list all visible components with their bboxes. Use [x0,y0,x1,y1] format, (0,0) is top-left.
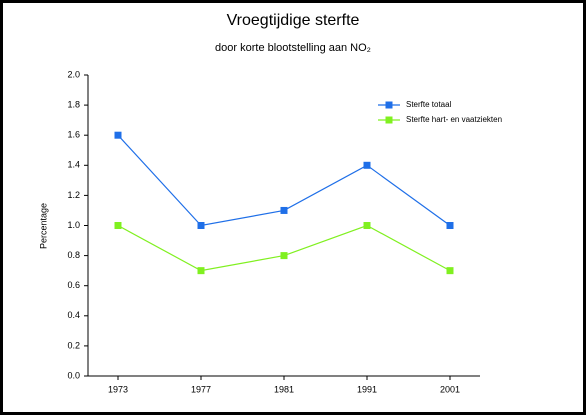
chart-title: Vroegtijdige sterfte [227,12,360,29]
marker [280,206,288,214]
x-tick-label: 1981 [274,384,294,394]
y-tick-label: 0.4 [67,310,80,320]
marker [114,131,122,139]
y-tick-label: 1.2 [67,190,80,200]
x-tick-label: 1973 [108,384,128,394]
marker [280,252,288,260]
legend-marker [385,101,393,109]
y-tick-label: 0.6 [67,280,80,290]
marker [363,222,371,229]
marker [446,267,454,275]
y-axis-label: Percentage [38,203,48,249]
marker [446,222,454,229]
marker [197,222,205,229]
marker [363,161,371,169]
y-tick-label: 1.0 [67,220,80,230]
y-tick-label: 2.0 [67,69,80,79]
y-tick-label: 1.6 [67,130,80,140]
x-tick-label: 1977 [191,384,211,394]
y-tick-label: 0.2 [67,340,80,350]
y-tick-label: 0.0 [67,370,80,380]
legend-label: Sterfte totaal [406,100,452,109]
marker [197,267,205,275]
x-tick-label: 1991 [357,384,377,394]
legend-label: Sterfte hart- en vaatziekten [406,115,502,124]
chart-subtitle: door korte blootstelling aan NO₂ [215,42,371,54]
marker [114,222,122,229]
y-tick-label: 1.4 [67,160,80,170]
y-tick-label: 1.8 [67,99,80,109]
x-tick-label: 2001 [440,384,460,394]
legend-marker [385,116,393,124]
y-tick-label: 0.8 [67,250,80,260]
